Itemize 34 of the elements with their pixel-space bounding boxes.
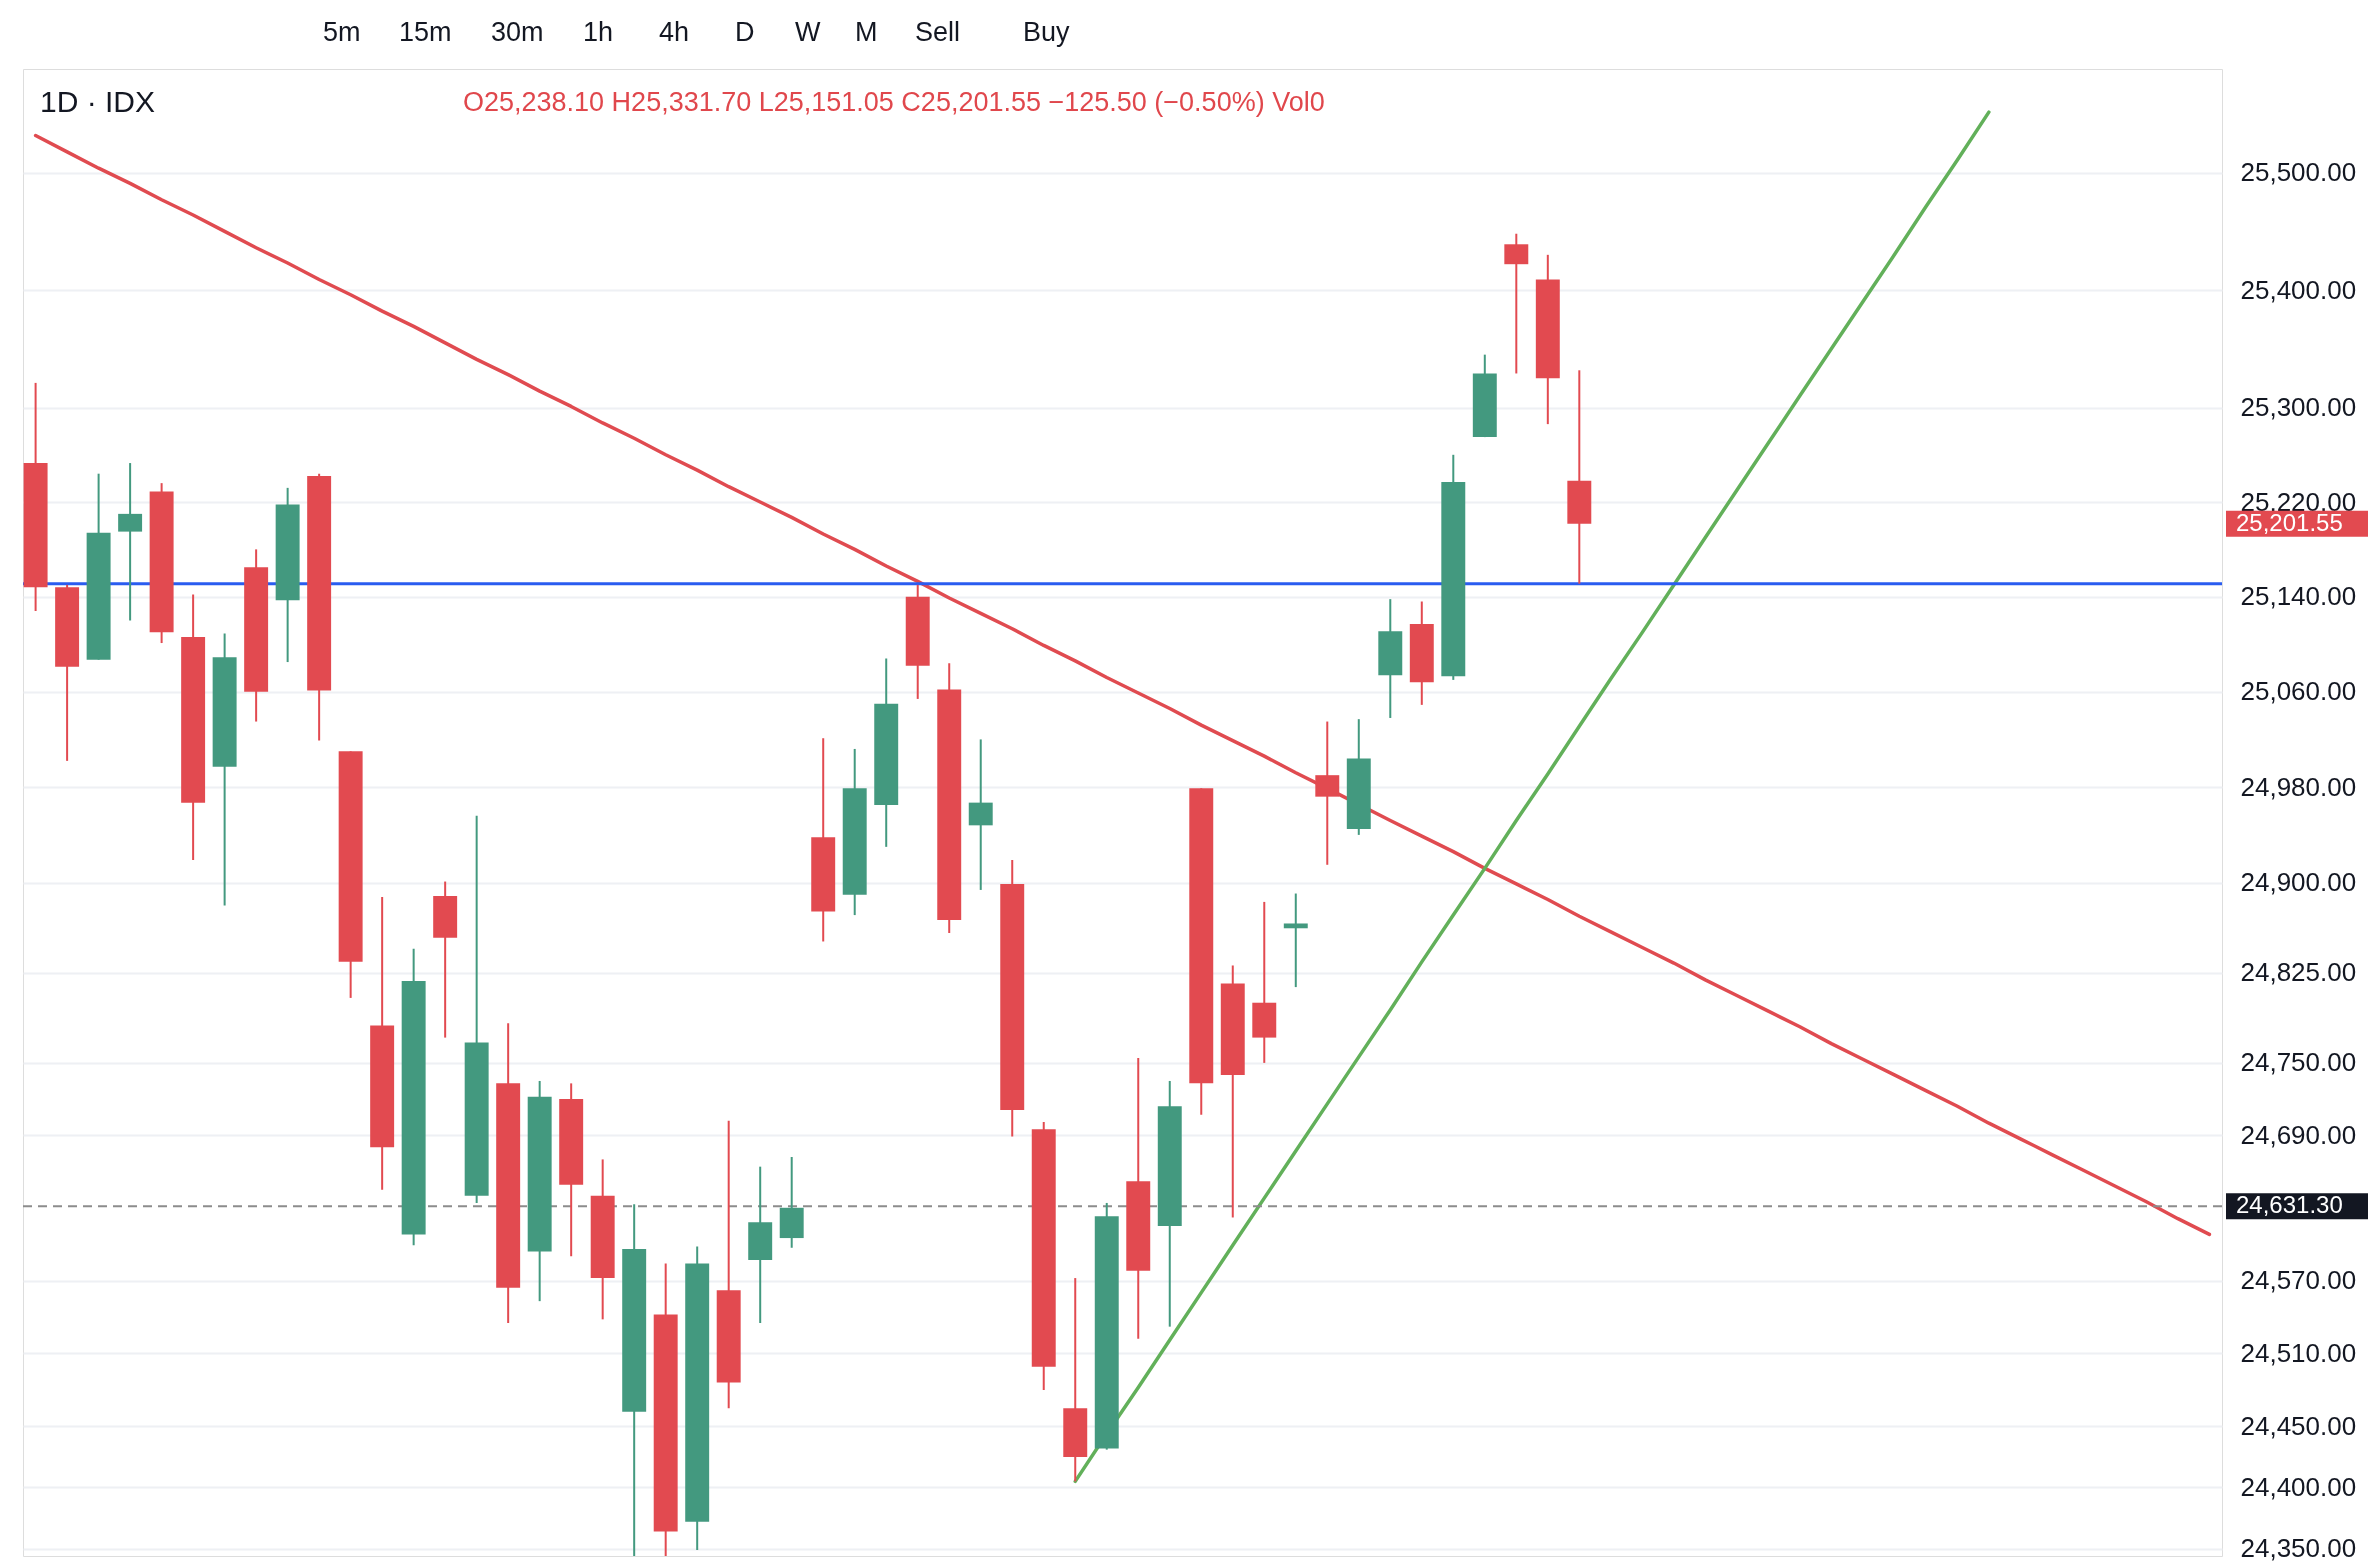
y-tick-label: 25,500.00 [2240, 157, 2357, 188]
text: 5m [323, 17, 361, 47]
candlestick [1315, 720, 1340, 866]
text: 4h [659, 17, 690, 47]
y-tick-label: 24,570.00 [2240, 1265, 2357, 1295]
text: 1h [583, 17, 614, 47]
y-tick-label: 24,350.00 [2240, 1533, 2357, 1562]
ref-line-label: 24,631.30 [2236, 1191, 2343, 1219]
candlestick [1283, 892, 1308, 989]
y-tick-label: 24,750.00 [2240, 1047, 2357, 1078]
y-tick-label: 24,900.00 [2240, 867, 2357, 898]
line-series [33, 133, 2212, 1237]
text: O25,238.10 H25,331.70 L25,151.05 C25,201.55 −125.50 (−0.50%) Vol0 [463, 87, 1325, 117]
text: 15m [399, 17, 452, 47]
text: W [795, 17, 821, 47]
text: 1D · IDX [40, 85, 156, 118]
y-tick-label: 25,060.00 [2240, 676, 2357, 707]
text: D [735, 17, 755, 47]
y-tick-label: 24,400.00 [2240, 1472, 2357, 1502]
y-tick-label: 24,510.00 [2240, 1337, 2357, 1368]
y-tick-label: 24,980.00 [2240, 771, 2357, 802]
y-tick-label: 25,140.00 [2240, 581, 2357, 612]
text: M [855, 17, 878, 47]
candlestick [118, 462, 143, 622]
y-tick-label: 25,300.00 [2240, 392, 2357, 423]
text: Sell [915, 17, 961, 47]
y-tick-label: 24,825.00 [2240, 957, 2357, 988]
candlestick [1504, 232, 1529, 375]
y-tick-label: 24,450.00 [2240, 1410, 2357, 1441]
text: 30m [491, 17, 544, 47]
y-tick-label: 25,400.00 [2240, 274, 2357, 305]
text: Buy [1023, 17, 1071, 47]
candlestick [968, 738, 993, 891]
y-tick-label: 24,690.00 [2240, 1119, 2357, 1150]
